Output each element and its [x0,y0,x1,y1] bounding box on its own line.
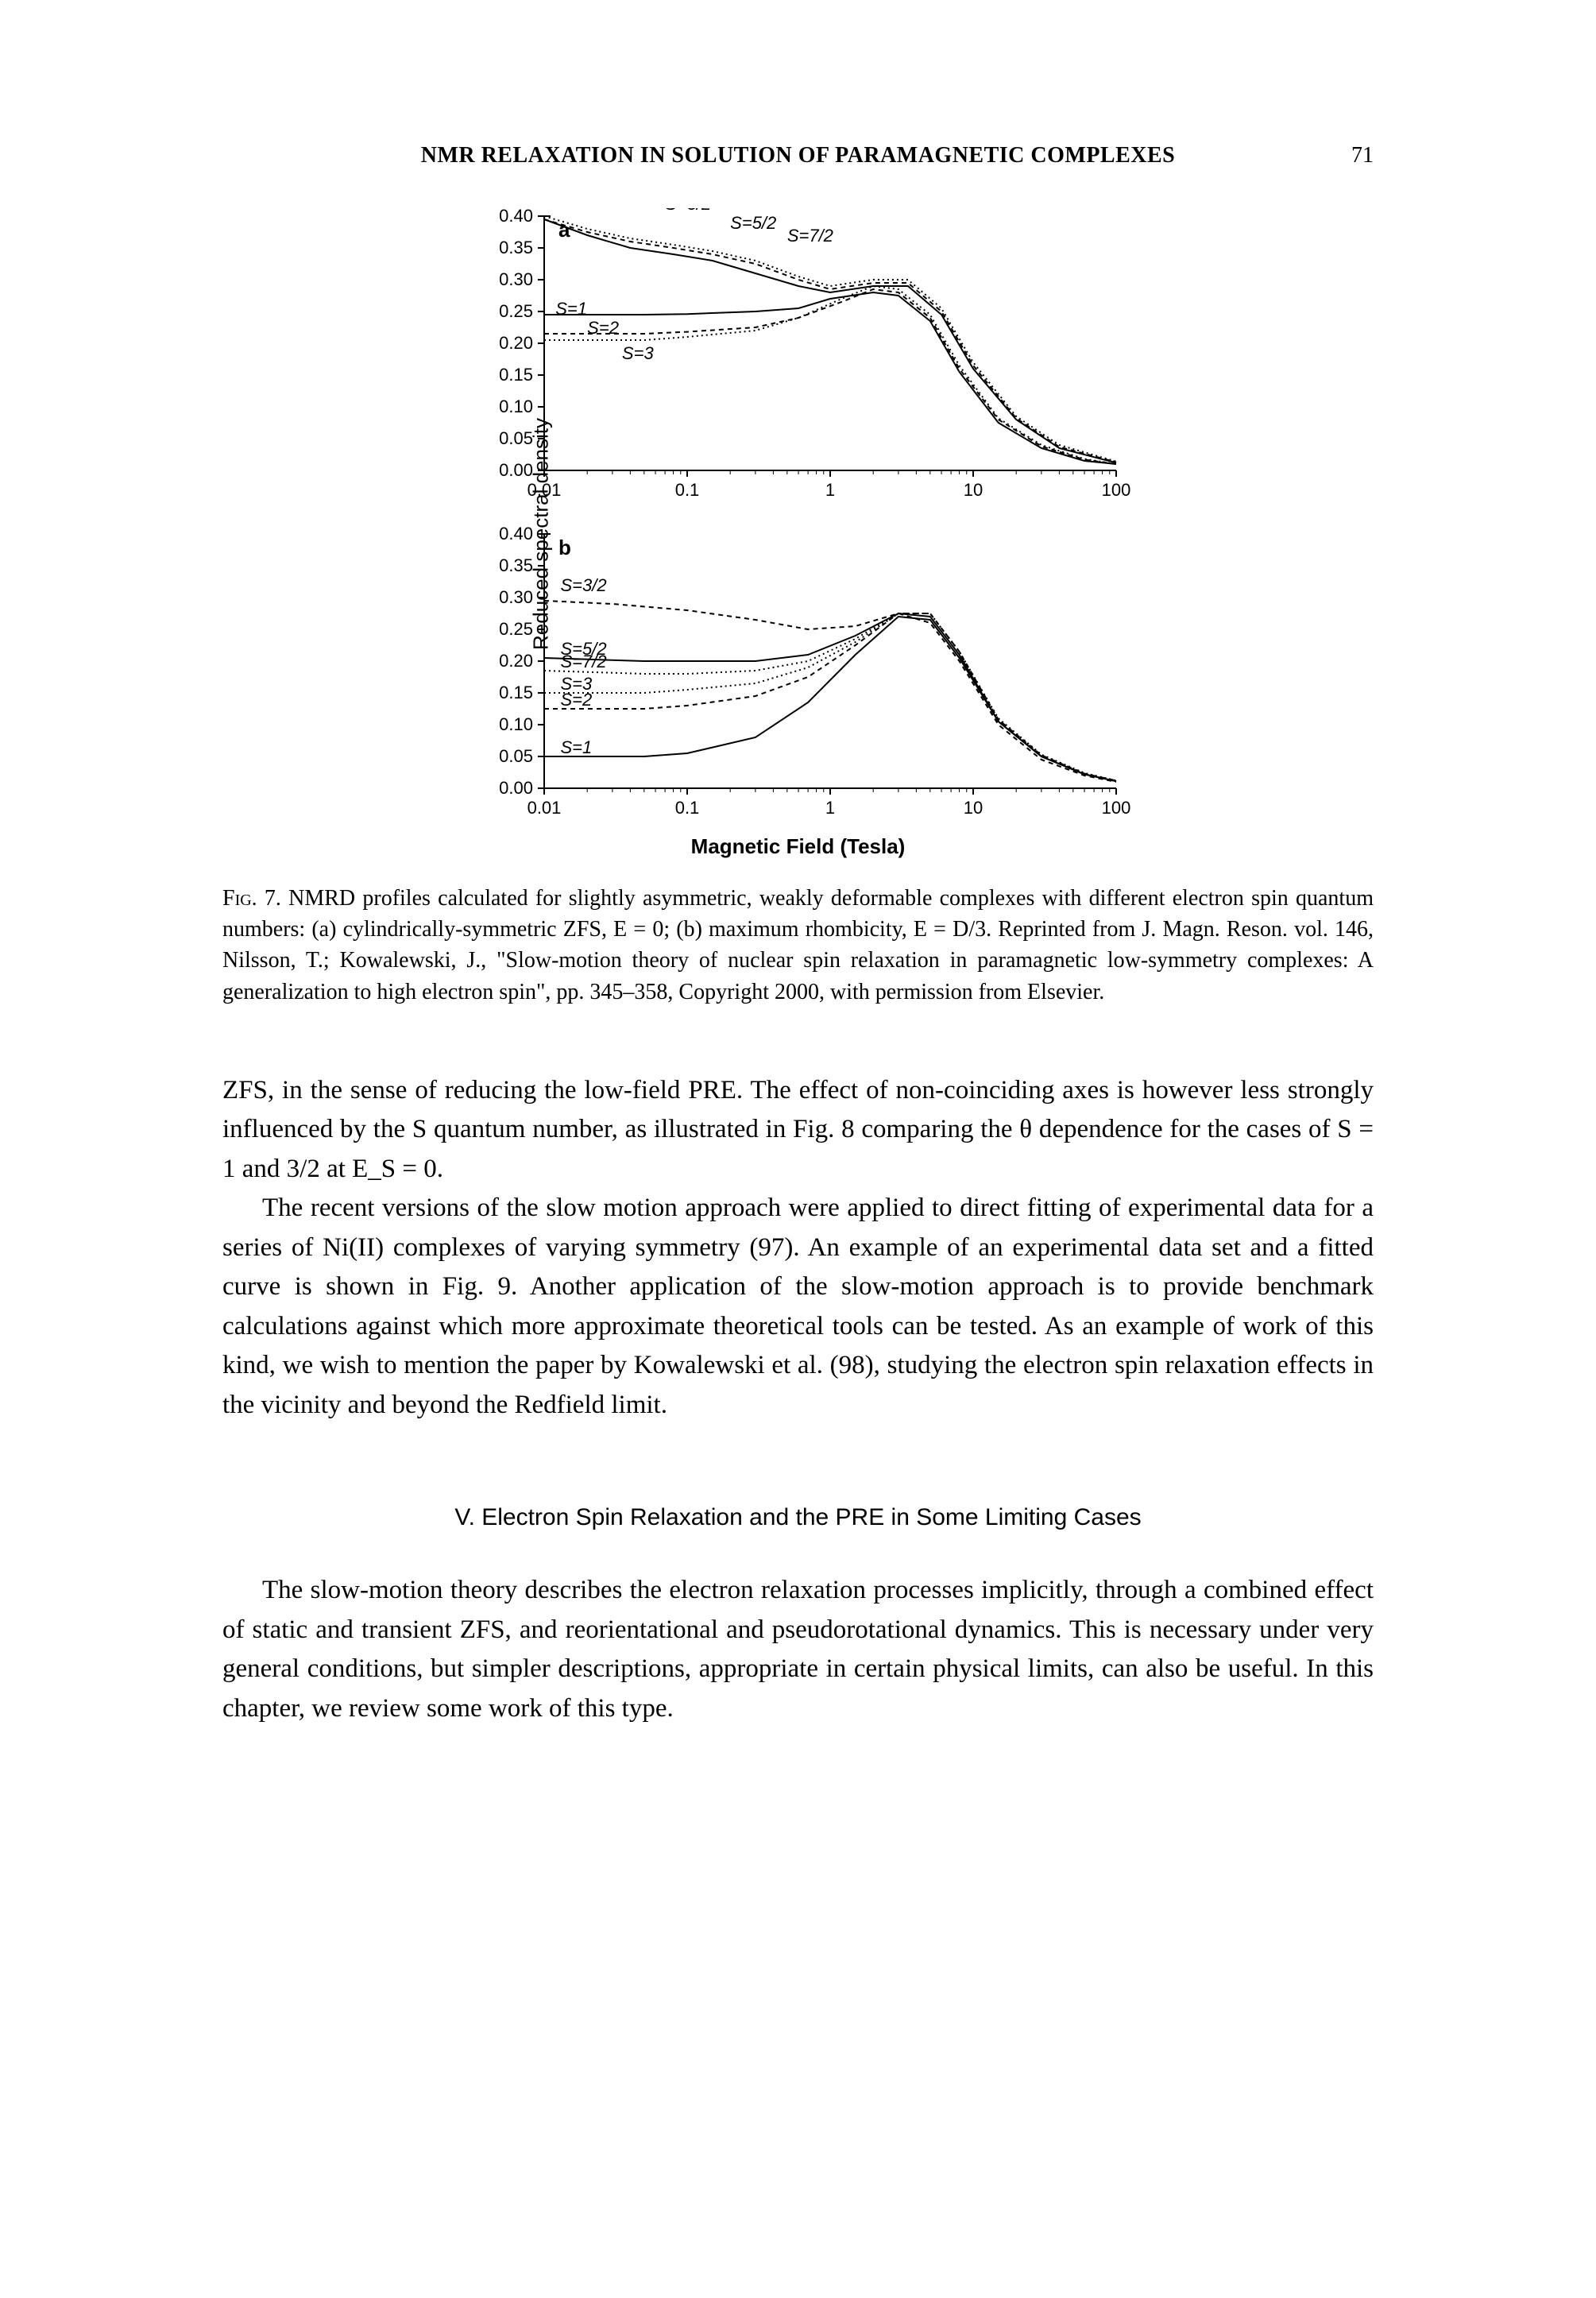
svg-text:0.35: 0.35 [499,555,533,575]
svg-text:0.10: 0.10 [499,714,533,734]
svg-text:0.1: 0.1 [674,798,699,818]
svg-text:10: 10 [963,798,982,818]
y-axis-label: Reduced spectral density [528,418,553,650]
svg-text:0.20: 0.20 [499,333,533,353]
section-body: The slow-motion theory describes the ele… [222,1571,1374,1728]
page: NMR RELAXATION IN SOLUTION OF PARAMAGNET… [0,0,1596,2298]
figure-7: Reduced spectral density 0.00 0.05 0.10 0.1… [222,208,1374,859]
svg-text:S=7/2: S=7/2 [560,652,606,671]
chart-wrapper: Reduced spectral density 0.00 0.05 0.10 0.1… [465,208,1132,859]
svg-text:0.00: 0.00 [499,778,533,798]
figure-caption-text: NMRD profiles calculated for slightly as… [222,886,1374,1004]
svg-text:S=5/2: S=5/2 [730,213,776,233]
svg-text:a: a [558,218,570,242]
section-paragraph: The slow-motion theory describes the ele… [222,1571,1374,1728]
svg-text:100: 100 [1101,480,1130,500]
svg-text:0.25: 0.25 [499,301,533,321]
svg-text:0.05: 0.05 [499,428,533,448]
svg-text:S=7/2: S=7/2 [786,226,833,246]
svg-text:0.10: 0.10 [499,397,533,416]
svg-text:0.30: 0.30 [499,587,533,607]
paragraph-1: ZFS, in the sense of reducing the low-fi… [222,1071,1374,1190]
svg-text:S=3/2: S=3/2 [665,208,711,214]
svg-text:0.25: 0.25 [499,619,533,639]
x-axis-label: Magnetic Field (Tesla) [465,834,1132,859]
svg-text:100: 100 [1101,798,1130,818]
svg-text:0.15: 0.15 [499,683,533,702]
svg-text:0.01: 0.01 [527,798,561,818]
svg-text:1: 1 [825,798,834,818]
svg-text:0.20: 0.20 [499,651,533,671]
body-text: ZFS, in the sense of reducing the low-fi… [222,1071,1374,1426]
svg-text:0.30: 0.30 [499,269,533,289]
running-head: NMR RELAXATION IN SOLUTION OF PARAMAGNET… [286,143,1310,168]
svg-text:0.35: 0.35 [499,238,533,257]
svg-text:0.00: 0.00 [499,460,533,480]
page-number: 71 [1310,143,1374,168]
svg-text:0.15: 0.15 [499,365,533,385]
svg-text:S=1: S=1 [560,737,592,757]
svg-text:S=2: S=2 [587,318,619,338]
svg-text:S=3/2: S=3/2 [560,575,606,595]
svg-text:0.40: 0.40 [499,524,533,544]
svg-text:b: b [558,536,571,559]
svg-text:0.05: 0.05 [499,746,533,766]
paragraph-2: The recent versions of the slow motion a… [222,1189,1374,1425]
svg-text:S=2: S=2 [560,690,592,710]
section-heading: V. Electron Spin Relaxation and the PRE … [222,1504,1374,1531]
figure-caption: Fig. 7. NMRD profiles calculated for sli… [222,883,1374,1008]
svg-text:S=3: S=3 [621,343,654,363]
nmrd-chart: 0.00 0.05 0.10 0.15 0.20 0.25 0.30 0.35 0.40 0.01… [465,208,1132,828]
svg-text:0.40: 0.40 [499,208,533,226]
svg-text:S=1: S=1 [555,299,587,319]
page-header: NMR RELAXATION IN SOLUTION OF PARAMAGNET… [222,143,1374,168]
svg-text:1: 1 [825,480,834,500]
svg-text:0.1: 0.1 [674,480,699,500]
svg-text:10: 10 [963,480,982,500]
figure-caption-prefix: Fig. 7. [222,886,281,911]
